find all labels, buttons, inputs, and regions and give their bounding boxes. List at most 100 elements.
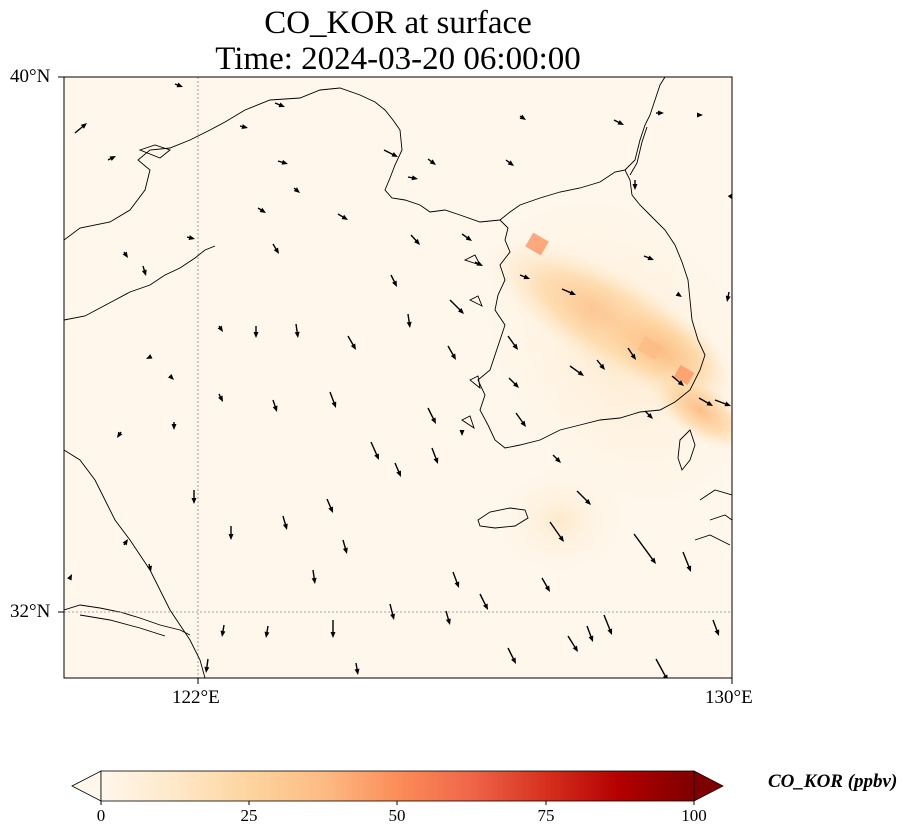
colorbar-tick-50: 50 [388,806,406,825]
wind-arrow-head [67,574,72,581]
wind-arrow-head [330,632,336,638]
wind-arrow-head [520,420,526,427]
wind-arrow-shaft [479,593,487,607]
wind-arrow-head [512,343,518,350]
lat-tick-label-32: 32°N [10,601,51,622]
wind-arrow-head [465,235,472,241]
wind-arrow-head [724,401,731,407]
wind-arrow-head [569,290,576,295]
co-hotspot [673,364,695,386]
wind-arrow-head [457,307,464,314]
wind-arrow-head [396,470,401,477]
wind-arrow-head [342,547,348,554]
wind-arrow-shaft [329,391,336,405]
wind-arrow-head [264,631,270,638]
wind-arrow-head [278,102,285,108]
wind-arrow-head [374,453,379,460]
wind-arrow-head [662,674,668,678]
wind-arrow-head [350,343,356,350]
wind-arrow-head [191,498,197,504]
wind-arrow-head [392,280,397,287]
wind-arrow-head [390,613,395,620]
colorbar-extend-min [71,770,102,802]
wind-arrow-head [450,353,456,360]
wind-arrow-head [686,565,692,572]
wind-arrow-shaft [569,365,582,375]
wind-arrow-head [646,412,653,419]
wind-arrow-head [311,577,317,584]
wind-arrow-head [281,159,288,165]
wind-arrow-head [241,124,248,129]
wind-arrow-head [259,207,266,213]
wind-arrow-head [80,123,87,129]
wind-arrow-head [331,401,337,408]
coastlines [64,77,732,678]
wind-arrow-head [607,628,613,635]
wind-arrow-head [433,457,439,464]
wind-arrow-head [445,618,451,625]
wind-arrow-head [218,395,223,402]
lon-tick-label-122: 122°E [172,687,220,708]
wind-arrow-shaft [389,603,394,617]
wind-arrow-head [406,321,412,328]
wind-arrow-shaft [431,447,438,461]
wind-arrow-head [341,214,348,220]
wind-arrow-head [558,535,564,542]
wind-arrow-head [630,353,636,360]
colorbar-tick-100: 100 [681,806,707,825]
wind-arrow-head [647,255,654,261]
wind-arrow-head [228,534,234,540]
wind-arrow-head [599,363,605,370]
wind-arrow-shaft [507,335,517,348]
wind-arrow-shaft [714,399,728,406]
wind-arrow-head [675,291,682,297]
map-title: CO_KOR at surface [264,5,532,41]
wind-arrow-head [217,325,223,332]
wind-arrow-head [523,274,530,280]
wind-arrow-shaft [655,658,667,678]
wind-arrow-head [459,430,465,436]
wind-arrow-head [706,400,713,406]
wind-arrow-head [507,160,514,166]
wind-arrow-head [354,668,360,675]
colorbar-extend-max [693,770,724,802]
wind-arrow-head [554,456,561,463]
wind-arrow-head [141,269,147,276]
wind-arrow-head [677,380,684,386]
wind-arrow-head [454,581,460,588]
wind-arrow-head [429,159,436,165]
wind-arrow-shaft [370,441,379,457]
wind-arrow-head [544,585,550,592]
wind-arrow-head [391,152,398,157]
colorbar-label: CO_KOR (ppbv) [768,771,898,792]
wind-arrow-shaft [549,521,563,540]
wind-arrow-shaft [603,614,612,632]
wind-arrow-head [512,381,519,388]
wind-arrow-head [572,645,578,652]
map-frame [63,76,733,679]
wind-arrow-head [293,187,300,193]
wind-arrow-head [588,635,594,642]
wind-arrow-head [272,405,278,412]
wind-arrow-head [188,235,195,240]
wind-arrow-shaft [452,571,459,585]
wind-arrow-shaft [712,619,719,633]
wind-arrow-head [220,630,226,637]
wind-arrow-head [511,657,516,664]
wind-arrow-head [727,193,732,200]
colorbar-tick-75: 75 [537,806,555,825]
wind-arrow-shaft [447,345,455,357]
wind-arrow-head [632,184,638,190]
wind-arrow-head [414,238,420,245]
wind-arrow-head [171,424,177,430]
wind-arrow-head [204,666,210,673]
wind-arrow-head [167,373,174,380]
wind-arrow-head [117,431,123,438]
wind-arrow-head [294,331,300,338]
wind-arrow-shaft [347,335,355,347]
wind-arrow-head [483,603,488,610]
map-plot [58,76,733,684]
wind-arrow-head [109,156,116,161]
wind-arrow-head [273,247,279,254]
wind-arrow-head [650,557,656,564]
